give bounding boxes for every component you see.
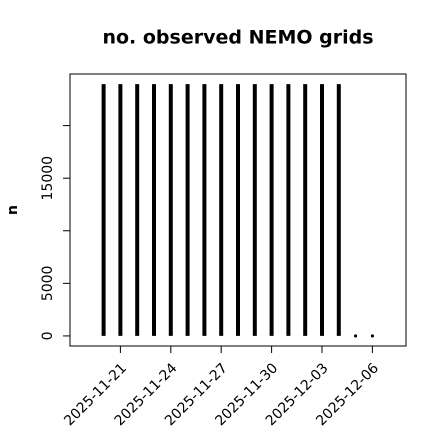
plot-frame [69, 73, 407, 347]
chart-title: no. observed NEMO grids [102, 27, 373, 49]
y-tick-label: 15000 [40, 156, 56, 201]
y-tick-label: 5000 [40, 266, 56, 302]
point [370, 334, 374, 338]
y-tick-label: 0 [40, 331, 56, 340]
y-axis-label: n [5, 205, 21, 215]
point [354, 334, 358, 338]
